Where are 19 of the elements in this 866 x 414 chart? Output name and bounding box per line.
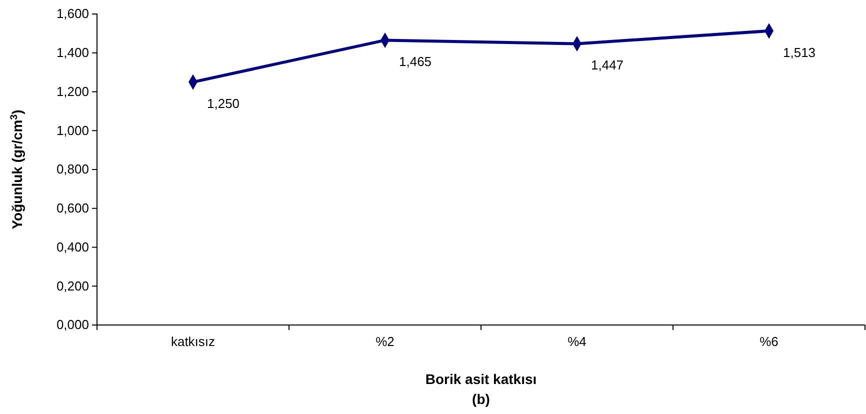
y-tick-label: 0,200 [56, 278, 89, 294]
y-tick-label: 1,600 [56, 6, 89, 22]
y-tick-label: 0,000 [56, 317, 89, 332]
x-tick-label: %6 [760, 334, 778, 350]
x-tick-label: %4 [568, 334, 586, 350]
y-tick-label: 1,200 [56, 84, 89, 99]
data-label: 1,513 [783, 44, 816, 60]
y-tick-label: 0,600 [56, 200, 89, 216]
y-tick-label: 1,400 [56, 45, 89, 60]
y-tick-label: 1,000 [56, 122, 89, 138]
data-label: 1,250 [207, 96, 240, 112]
x-tick-label: katkısız [170, 334, 216, 350]
data-label: 1,447 [591, 58, 624, 73]
y-tick-label: 0,800 [56, 162, 89, 177]
text: (b) [472, 391, 490, 407]
y-tick-label: 0,400 [56, 239, 89, 254]
x-axis-title: Borik asit katkısı [425, 371, 537, 387]
data-label: 1,465 [399, 54, 432, 70]
x-tick-label: %2 [376, 334, 394, 350]
